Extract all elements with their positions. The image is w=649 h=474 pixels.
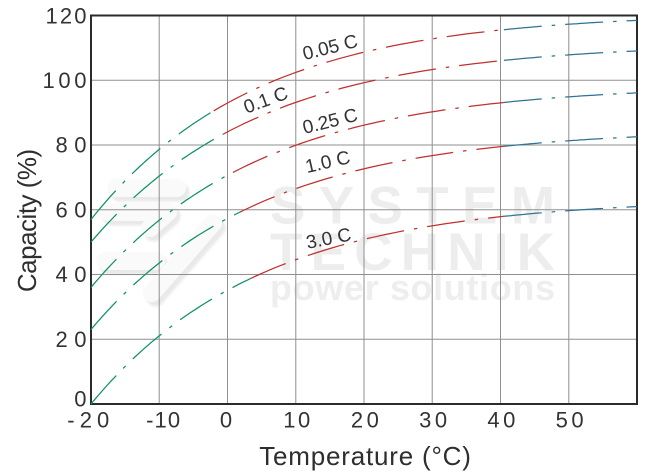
svg-text:100: 100 <box>43 68 87 93</box>
svg-text:-10: -10 <box>146 408 180 433</box>
svg-text:0: 0 <box>220 408 232 433</box>
svg-text:120: 120 <box>46 3 87 28</box>
svg-text:-20: -20 <box>67 408 109 433</box>
svg-text:Capacity (%): Capacity (%) <box>12 149 42 292</box>
svg-text:0: 0 <box>74 387 86 412</box>
svg-text:Temperature (°C): Temperature (°C) <box>259 441 471 471</box>
svg-text:power solutions: power solutions <box>270 267 555 308</box>
